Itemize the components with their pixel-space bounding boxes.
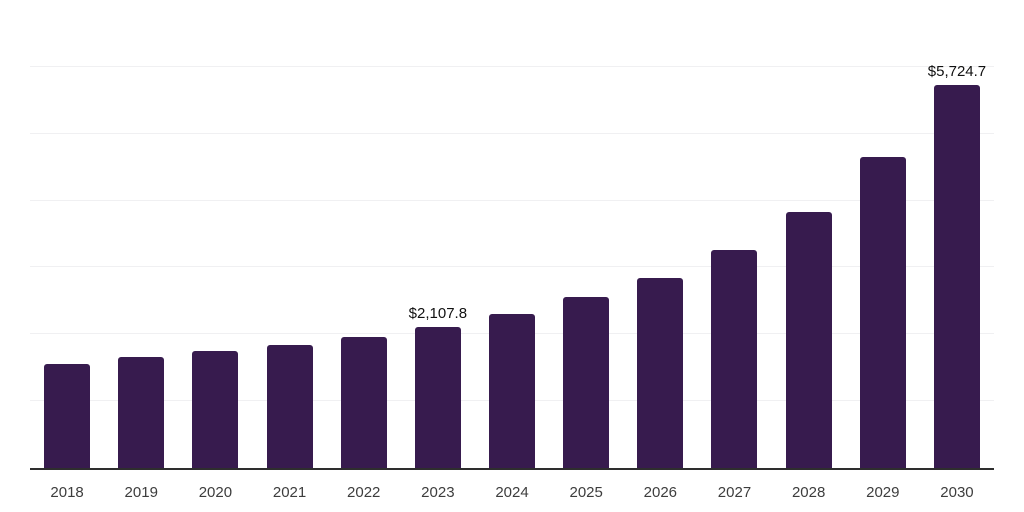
- x-tick-2021: 2021: [272, 484, 307, 501]
- bar-2026: [637, 277, 684, 468]
- bar-slot-2029: [846, 0, 920, 468]
- x-tick-2020: 2020: [198, 484, 233, 501]
- plot-area: $2,107.8 $5,724.7: [30, 0, 994, 470]
- bar-2025: [563, 297, 610, 468]
- bar-slot-2019: [104, 0, 178, 468]
- x-tick-2024: 2024: [495, 484, 529, 501]
- bar-2022: [340, 337, 387, 468]
- x-axis-labels: 2018 2019 2020 2021 2022 2023 2024 2025 2026 2027…: [30, 472, 994, 512]
- bar-2030: [933, 85, 980, 468]
- bar-slot-2027: [697, 0, 771, 468]
- x-tick-2019: 2019: [124, 484, 158, 501]
- bar-slot-2028: [772, 0, 846, 468]
- data-label-2023: $2,107.8: [408, 305, 468, 323]
- x-tick-2029: 2029: [866, 484, 900, 501]
- bar-slot-2026: [623, 0, 697, 468]
- bar-2023: [414, 327, 461, 468]
- bar-slot-2021: [252, 0, 326, 468]
- bar-slot-2018: [30, 0, 104, 468]
- bar-slot-2025: [549, 0, 623, 468]
- x-tick-2025: 2025: [569, 484, 603, 501]
- bar-slot-2023: $2,107.8: [401, 0, 475, 468]
- x-tick-2030: 2030: [940, 484, 974, 501]
- x-tick-2027: 2027: [717, 484, 752, 501]
- bar-2029: [859, 156, 906, 468]
- x-tick-2028: 2028: [791, 484, 826, 501]
- bar-slot-2030: $5,724.7: [920, 0, 994, 468]
- bar-2021: [266, 345, 313, 468]
- bar-slot-2024: [475, 0, 549, 468]
- bar-2028: [785, 211, 832, 468]
- bar-2020: [192, 351, 239, 468]
- bar-2027: [711, 250, 758, 468]
- bar-2019: [118, 357, 165, 468]
- bar-slot-2022: [327, 0, 401, 468]
- bar-2018: [44, 364, 91, 468]
- data-label-2030: $5,724.7: [927, 63, 987, 81]
- bar-slot-2020: [178, 0, 252, 468]
- bar-2024: [489, 314, 536, 468]
- x-tick-2026: 2026: [643, 484, 678, 501]
- x-tick-2018: 2018: [50, 484, 84, 501]
- x-tick-2022: 2022: [347, 484, 381, 501]
- bars-row: $2,107.8 $5,724.7: [30, 0, 994, 468]
- x-tick-2023: 2023: [421, 484, 455, 501]
